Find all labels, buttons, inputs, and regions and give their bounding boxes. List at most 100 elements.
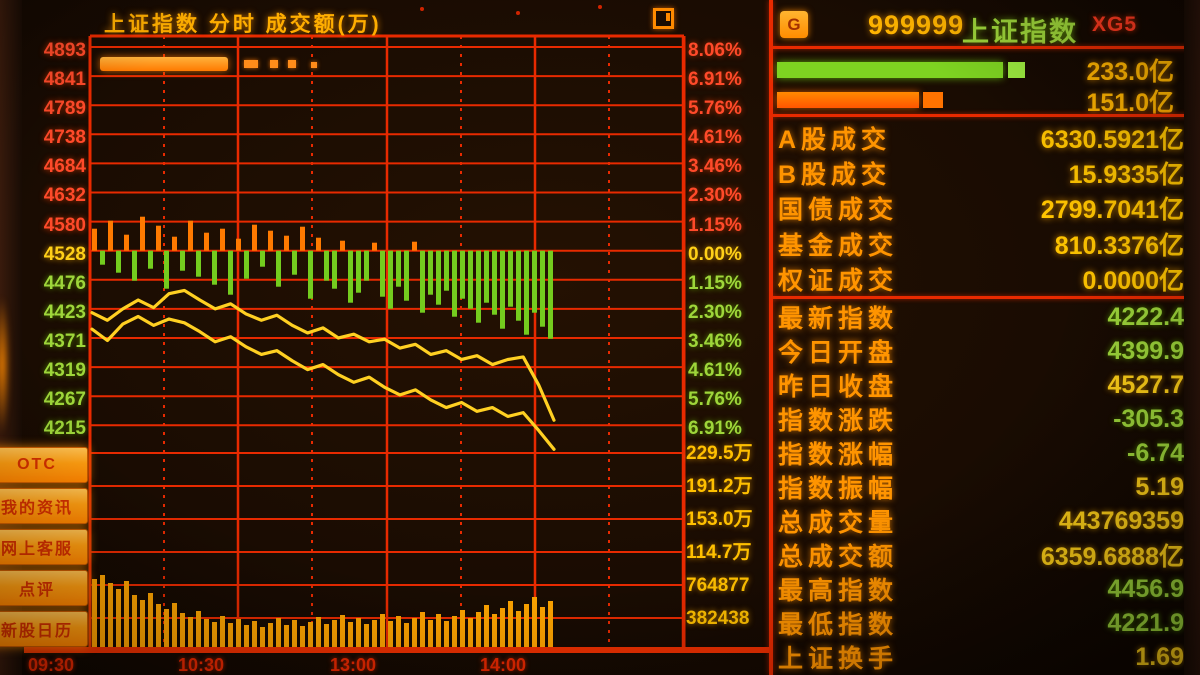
chart-title: 上证指数 分时 成交额(万) [104,13,382,36]
time-axis-label: 13:00 [330,655,377,675]
table-row: 最新指数 4222.4 [778,300,1184,334]
advance-volume-value: 233.0亿 [1086,58,1174,86]
row-value: 4399.9 [1107,336,1184,365]
price-axis-label: 4789 [43,98,86,120]
percent-axis-label: 3.46% [688,330,742,352]
row-value: 2799.7041亿 [1040,196,1184,225]
row-value: 15.9335亿 [1068,161,1184,190]
row-label: A股成交 [778,125,892,154]
window-control-icon[interactable] [653,8,674,29]
price-axis-label: 4215 [43,418,86,440]
row-value: 443769359 [1058,506,1184,535]
table-row: 指数振幅 5.19 [778,470,1184,504]
decline-volume-bar [777,92,943,108]
volume-axis-label: 764877 [686,575,750,596]
time-axis-label: 10:30 [178,655,225,675]
row-label: B股成交 [778,161,892,190]
row-label: 基金成交 [778,231,899,260]
price-axis-label: 4580 [43,214,86,236]
table-row: 权证成交 0.0000亿 [778,262,1184,297]
percent-axis-label: 8.06% [688,40,742,61]
screen-glare [0,295,10,435]
percent-axis-label: 2.30% [688,185,742,207]
price-axis-label: 4841 [43,69,86,91]
row-label: 最低指数 [778,611,899,639]
time-axis-label: 09:30 [28,655,75,675]
table-row: 上证换手 1.69 [778,640,1184,674]
volume-axis-label: 191.2万 [686,476,753,497]
marquee-glyph [244,60,258,68]
time-axis-label: 14:00 [480,655,527,675]
signal-tag: XG5 [1092,13,1138,36]
price-axis: 4893 4841 4789 4738 4684 4632 4580 4528 4476 4423… [30,36,86,443]
row-label: 上证换手 [778,645,899,673]
table-row: 最低指数 4221.9 [778,606,1184,640]
sidebar-button[interactable]: 网上客服 [0,529,88,565]
row-value: 4456.9 [1107,574,1184,603]
percent-axis-label: 5.76% [688,389,742,411]
separator [772,296,1188,299]
row-value: 4222.4 [1107,302,1184,331]
row-label: 指数涨跌 [778,407,899,435]
sidebar-button[interactable]: 点评 [0,570,88,606]
volume-axis: 229.5万 191.2万 153.0万 114.7万 764877 382438 [686,437,762,635]
percent-axis-label: 2.30% [688,301,742,323]
table-row: 国债成交 2799.7041亿 [778,191,1184,226]
table-row: 今日开盘 4399.9 [778,334,1184,368]
decline-volume-value: 151.0亿 [1086,89,1174,117]
volume-axis-label: 153.0万 [686,509,753,530]
sidebar-menu: OTC 我的资讯网上客服点评新股日历 [0,447,88,647]
percent-axis-label: 1.15% [688,214,742,236]
price-axis-label: 4632 [43,185,86,207]
table-row: 指数涨跌 -305.3 [778,402,1184,436]
sidebar-button[interactable]: OTC [0,447,88,483]
row-label: 权证成交 [778,267,899,296]
row-label: 最高指数 [778,577,899,605]
percent-axis-label: 4.61% [688,360,742,382]
sidebar-button[interactable]: 我的资讯 [0,488,88,524]
marquee-glyph [288,60,296,68]
row-label: 指数振幅 [778,475,899,503]
noise-dot [516,11,520,15]
index-stats-table: 最新指数 4222.4 今日开盘 4399.9 昨日收盘 4527.7 指数涨跌… [778,300,1184,674]
price-axis-label: 4423 [43,301,86,323]
table-row: 基金成交 810.3376亿 [778,226,1184,261]
volume-axis-label: 382438 [686,608,750,629]
table-row: 指数涨幅 -6.74 [778,436,1184,470]
table-row: B股成交 15.9335亿 [778,155,1184,190]
sidebar-button[interactable]: 新股日历 [0,611,88,647]
marquee-glyph [311,62,317,68]
monitor-bezel-right [1184,0,1200,675]
separator [772,114,1188,117]
price-axis-label: 4893 [43,40,86,61]
marquee-glyph [270,60,278,68]
percent-axis-label: 1.15% [688,272,742,294]
separator [772,46,1188,49]
row-label: 昨日收盘 [778,373,899,401]
row-label: 指数涨幅 [778,441,899,469]
table-row: 最高指数 4456.9 [778,572,1184,606]
table-row: 总成交额 6359.6888亿 [778,538,1184,572]
panel-divider [769,0,773,675]
table-row: 总成交量 443769359 [778,504,1184,538]
price-axis-label: 4319 [43,360,86,382]
row-label: 总成交量 [778,509,899,537]
row-value: 6330.5921亿 [1040,125,1184,154]
percent-axis-label: 6.91% [688,69,742,91]
row-label: 总成交额 [778,543,899,571]
noise-dot [598,5,602,9]
percent-axis-label: 3.46% [688,156,742,178]
row-value: 5.19 [1135,472,1184,501]
percent-axis-label: 0.00% [688,243,742,265]
row-value: 810.3376亿 [1054,231,1184,260]
row-value: -6.74 [1127,438,1184,467]
row-value: 0.0000亿 [1082,267,1184,296]
volume-axis-label: 114.7万 [686,542,752,563]
noise-dot [420,7,424,11]
percent-axis-label: 4.61% [688,127,742,149]
row-value: 1.69 [1135,642,1184,671]
row-label: 今日开盘 [778,339,899,367]
row-label: 国债成交 [778,196,899,225]
